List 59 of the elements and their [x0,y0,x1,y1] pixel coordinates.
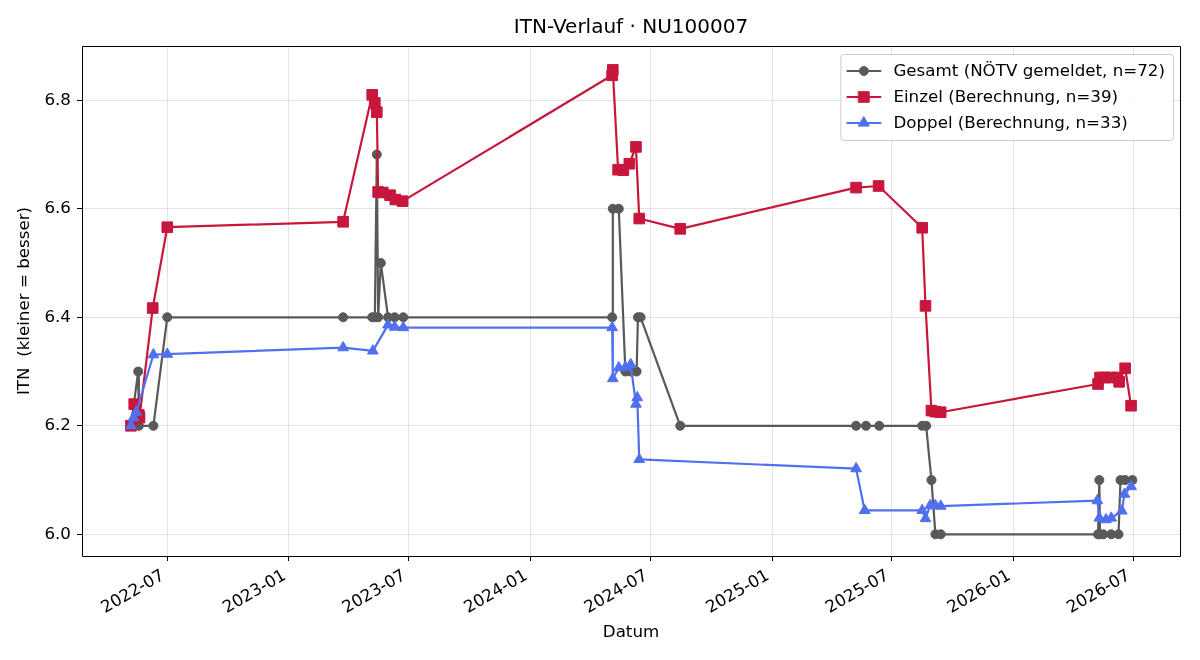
chart-title: ITN-Verlauf · NU100007 [513,14,749,39]
point [926,475,937,486]
legend-label: Doppel (Berechnung, n=33) [893,112,1128,133]
point [375,258,386,269]
point [366,344,379,355]
point [337,215,349,228]
point [398,312,409,323]
point [874,420,885,431]
x-axis-title: Datum [602,621,660,642]
point [858,503,871,515]
point [630,141,642,153]
point [397,320,410,332]
point [606,320,619,332]
point [133,366,144,377]
point [934,406,947,419]
legend-label: Gesamt (NÖTV gemeldet, n=72) [893,60,1166,81]
point [674,223,687,235]
point [1125,479,1137,491]
point [1091,493,1104,505]
point [1118,487,1131,498]
point [850,461,862,473]
point [872,180,885,192]
y-tick-label: 6.0 [44,522,71,543]
point [1119,362,1131,375]
point [396,195,409,207]
y-axis-title: ITN (kleiner = besser) [13,206,34,396]
point [130,405,143,416]
legend-label: Einzel (Berechnung, n=39) [893,86,1119,107]
point [1113,376,1125,388]
point [338,312,349,323]
point [851,420,862,431]
point [850,181,862,194]
point [607,64,619,76]
point [337,340,349,352]
point [161,347,174,358]
point [162,312,173,323]
point [147,348,160,359]
point [631,390,644,402]
y-tick-label: 6.4 [44,305,71,326]
point [916,221,928,234]
point [606,371,619,383]
point [146,302,159,314]
point [388,320,401,331]
point [919,300,932,312]
point [861,420,871,431]
point [1094,475,1105,486]
point [623,157,636,170]
y-tick-label: 6.8 [44,88,71,109]
point [633,212,646,225]
point [675,420,686,431]
point [1115,504,1128,515]
point [161,221,174,234]
point [607,312,618,323]
point [148,420,159,431]
point [934,499,947,510]
y-tick-label: 6.6 [44,197,71,218]
point [371,106,383,118]
point [1125,399,1137,412]
y-tick-label: 6.2 [44,414,71,435]
